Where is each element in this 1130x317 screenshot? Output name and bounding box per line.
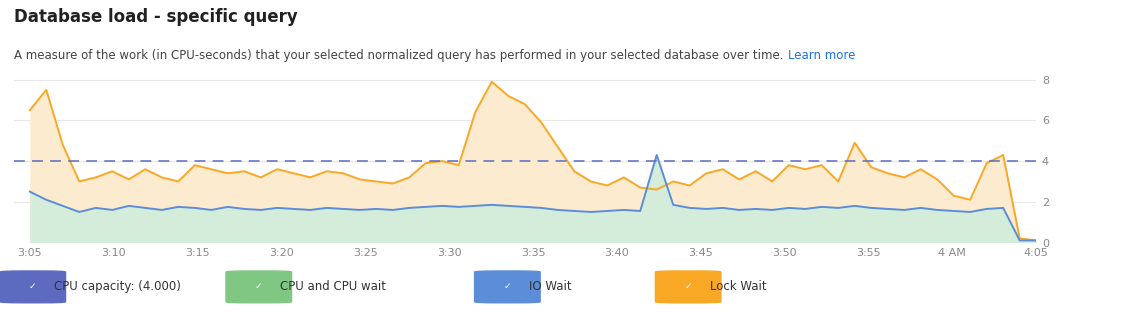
Text: CPU and CPU wait: CPU and CPU wait (280, 280, 386, 294)
FancyBboxPatch shape (475, 271, 540, 303)
Text: ✓: ✓ (685, 282, 692, 291)
Text: A measure of the work (in CPU-seconds) that your selected normalized query has p: A measure of the work (in CPU-seconds) t… (14, 49, 786, 62)
Text: Lock Wait: Lock Wait (710, 280, 766, 294)
FancyBboxPatch shape (0, 271, 66, 303)
Text: CPU capacity: (4.000): CPU capacity: (4.000) (54, 280, 181, 294)
Text: ✓: ✓ (504, 282, 511, 291)
Text: ✓: ✓ (255, 282, 262, 291)
Text: IO Wait: IO Wait (529, 280, 572, 294)
Text: Database load - specific query: Database load - specific query (14, 8, 297, 26)
FancyBboxPatch shape (655, 271, 721, 303)
FancyBboxPatch shape (226, 271, 292, 303)
Text: ✓: ✓ (29, 282, 36, 291)
Text: Learn more: Learn more (788, 49, 855, 62)
